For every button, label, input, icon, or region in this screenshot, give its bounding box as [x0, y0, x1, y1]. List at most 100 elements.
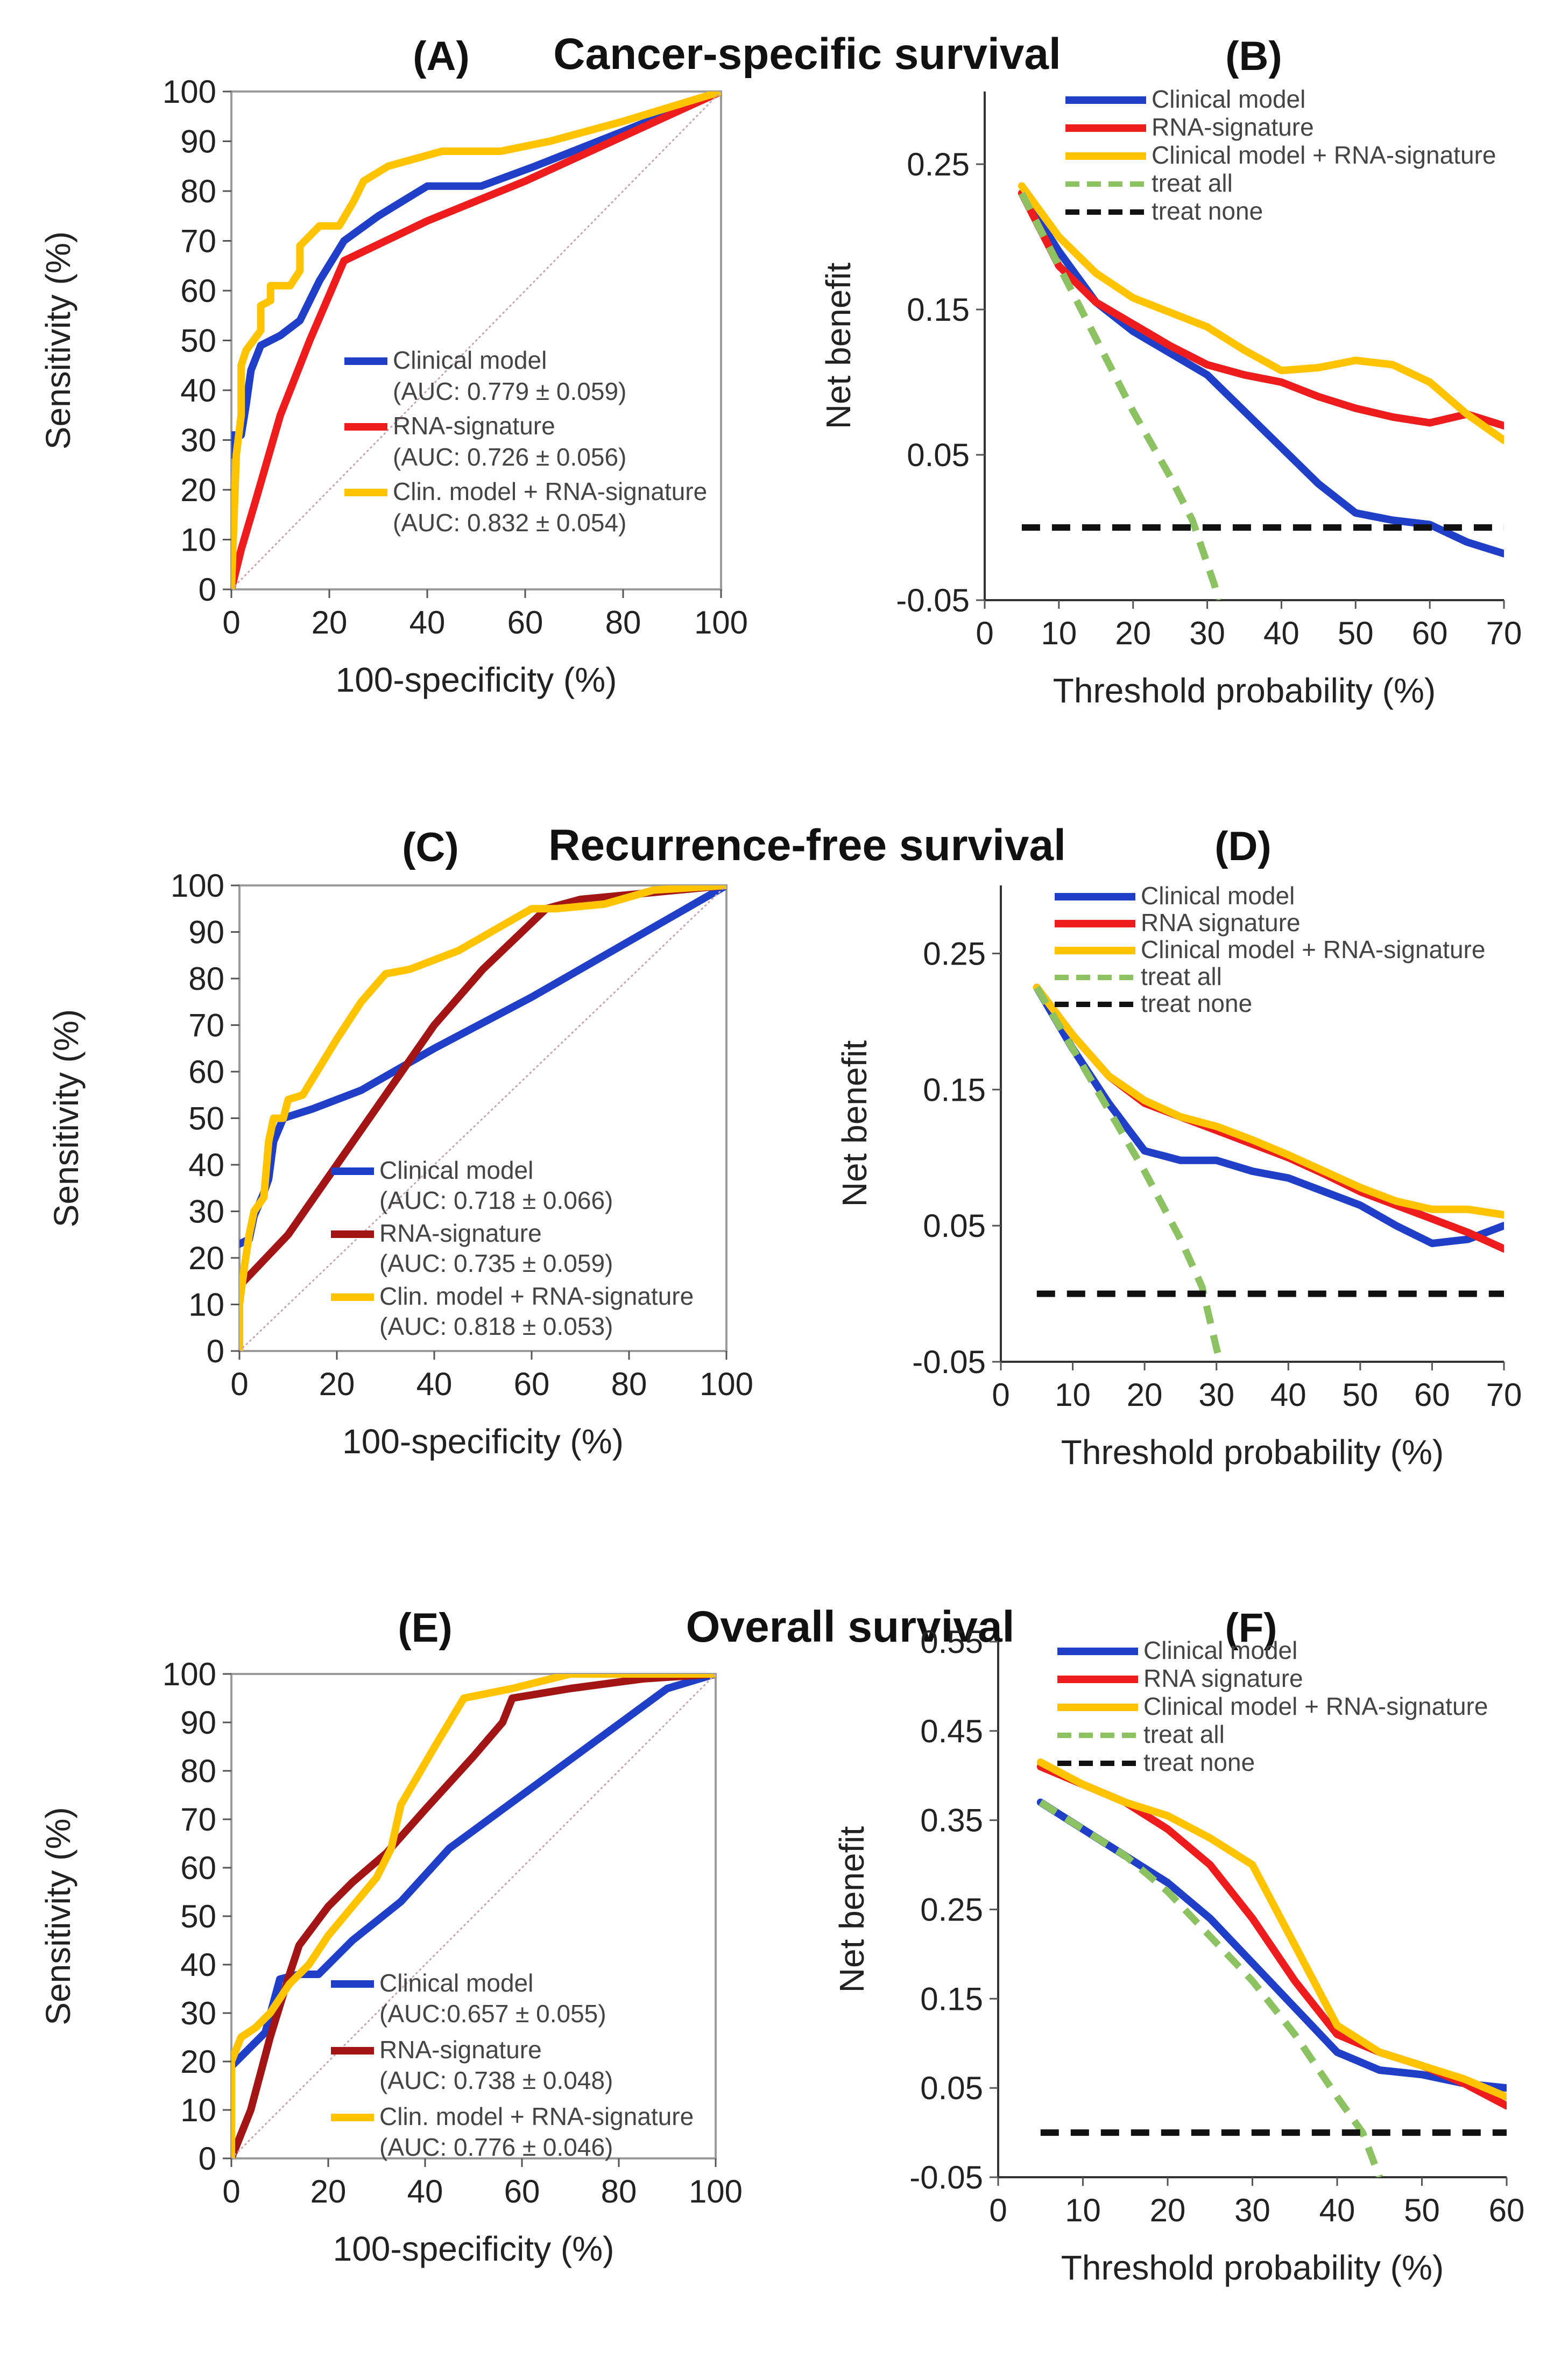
series-line-reference — [231, 92, 721, 589]
legend-auc: (AUC: 0.735 ± 0.059) — [379, 1249, 613, 1277]
legend-label: Clinical model + RNA-signature — [1152, 141, 1496, 169]
section-title-recurrence-free: Recurrence-free survival — [548, 821, 1066, 870]
y-axis-label: Net benefit — [835, 1040, 874, 1207]
y-tick-label: 100 — [163, 74, 216, 110]
series-line-treat-all — [1034, 986, 1224, 1362]
plot-area — [231, 92, 721, 589]
x-tick-label: 80 — [605, 604, 641, 641]
y-tick-label: 70 — [180, 1802, 216, 1838]
x-tick-label: 20 — [310, 2173, 347, 2210]
series-line-treat-all — [1019, 192, 1222, 600]
x-tick-label: 20 — [1115, 615, 1151, 651]
legend-label: Clinical model + RNA-signature — [1141, 935, 1485, 963]
legend-label: RNA-signature — [379, 1219, 542, 1247]
plot-area — [239, 885, 726, 1351]
x-tick-label: 100 — [694, 604, 748, 641]
y-axis-label: Net benefit — [832, 1826, 871, 1993]
series-line-rna-signature — [231, 92, 721, 589]
x-tick-label: 20 — [319, 1366, 355, 1402]
plot-area — [231, 1674, 716, 2158]
legend-label: Clinical model — [379, 1969, 533, 1997]
x-axis-label: 100-specificity (%) — [342, 1422, 624, 1461]
x-tick-label: 0 — [222, 604, 240, 641]
x-tick-label: 30 — [1198, 1377, 1234, 1413]
x-tick-label: 100 — [689, 2173, 743, 2210]
chart-panel-6: (F) 0 10 20 30 40 50 60 -0.05 0.05 0.15 0.25 0.35 0.4… — [832, 1605, 1524, 2287]
x-tick-label: 50 — [1342, 1377, 1378, 1413]
y-axis-label: Sensitivity (%) — [47, 1009, 86, 1227]
x-tick-label: 40 — [1319, 2192, 1355, 2228]
y-tick-label: 80 — [188, 961, 224, 997]
y-tick-label: 10 — [188, 1287, 224, 1323]
series-line-treat-all — [1039, 1799, 1383, 2177]
series-line-clinical-model-rna-signature — [1018, 182, 1504, 444]
y-tick-label: 100 — [163, 1656, 216, 1692]
y-tick-label: 60 — [180, 1850, 216, 1886]
y-tick-label: 0.25 — [923, 935, 986, 972]
y-tick-label: 40 — [188, 1147, 224, 1183]
legend-label: treat all — [1141, 962, 1222, 990]
x-tick-label: 20 — [1127, 1377, 1163, 1413]
y-tick-label: 50 — [180, 323, 216, 359]
y-axis-label: Sensitivity (%) — [39, 231, 77, 449]
legend-label: treat all — [1152, 169, 1233, 197]
chart-panel-3: (C) 0 20 40 60 80 100 0 10 20 30 40 50 60 70 80 90 100 100… — [47, 825, 753, 1461]
chart-panel-5: (E) 0 20 40 60 80 100 0 10 20 30 40 50 60 70 80 90 100 100… — [39, 1605, 743, 2268]
y-tick-label: 0.05 — [923, 1208, 986, 1244]
legend-label: Clin. model + RNA-signature — [393, 477, 707, 505]
x-tick-label: 60 — [504, 2173, 540, 2210]
y-tick-label: 0.25 — [907, 146, 970, 182]
legend-auc: (AUC: 0.779 ± 0.059) — [393, 377, 626, 405]
y-tick-label: 60 — [180, 273, 216, 309]
y-tick-label: 0 — [199, 572, 216, 608]
chart-panel-2: (B) 0 10 20 30 40 50 60 70 -0.05 0.05 0.15 0.25 Thres… — [819, 33, 1522, 710]
series-line-rna-signature — [1018, 189, 1504, 430]
legend: Clinical model(AUC: 0.718 ± 0.066) RNA-si… — [331, 1156, 694, 1340]
section-title-overall: Overall survival — [686, 1602, 1015, 1651]
series-line-clin-model-rna-signature — [231, 92, 721, 589]
legend-label: Clinical model — [1141, 882, 1295, 910]
x-tick-label: 0 — [222, 2173, 240, 2210]
legend-auc: (AUC: 0.776 ± 0.046) — [379, 2133, 613, 2161]
legend-label: treat none — [1143, 1748, 1255, 1776]
y-tick-label: 0.15 — [923, 1072, 986, 1108]
legend-label: Clin. model + RNA-signature — [379, 2102, 694, 2130]
y-tick-label: 0.55 — [920, 1624, 983, 1660]
legend-auc: (AUC: 0.818 ± 0.053) — [379, 1312, 613, 1340]
series-line-rna-signature — [1036, 1763, 1507, 2110]
series-line-clinical-model — [231, 1674, 716, 2070]
legend-label: Clinical model — [1152, 85, 1305, 113]
x-tick-label: 40 — [409, 604, 446, 641]
x-axis-label: 100-specificity (%) — [333, 2229, 615, 2268]
series-line-clinical-model — [1018, 189, 1504, 558]
y-tick-label: 20 — [188, 1240, 224, 1276]
x-tick-label: 50 — [1404, 2192, 1440, 2228]
legend-label: RNA signature — [1141, 909, 1301, 937]
legend-label: Clinical model + RNA-signature — [1143, 1692, 1488, 1720]
y-tick-label: 0.15 — [920, 1981, 983, 2017]
y-tick-label: 90 — [180, 1705, 216, 1741]
x-tick-label: 60 — [1412, 615, 1448, 651]
x-tick-label: 0 — [976, 615, 993, 651]
y-tick-label: 40 — [180, 1947, 216, 1983]
x-axis-label: 100-specificity (%) — [336, 660, 617, 699]
panel-label: (C) — [402, 825, 459, 870]
legend-auc: (AUC: 0.726 ± 0.056) — [393, 443, 626, 471]
legend-auc: (AUC: 0.718 ± 0.066) — [379, 1186, 613, 1214]
y-tick-label: 30 — [180, 423, 216, 459]
y-tick-label: 0.05 — [920, 2070, 983, 2106]
y-tick-label: 30 — [188, 1194, 224, 1230]
y-tick-label: 20 — [180, 2044, 216, 2080]
panel-label: (A) — [413, 33, 470, 79]
y-tick-label: 50 — [180, 1898, 216, 1934]
legend-label: Clinical model — [379, 1156, 533, 1184]
legend-label: RNA signature — [1143, 1664, 1303, 1692]
y-tick-label: -0.05 — [909, 2159, 983, 2196]
series-line-rna-signature — [239, 885, 726, 1290]
x-tick-label: 40 — [1263, 615, 1299, 651]
y-tick-label: 10 — [180, 522, 216, 558]
